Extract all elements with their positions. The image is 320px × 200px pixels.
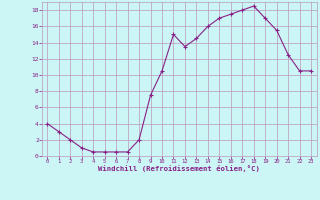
X-axis label: Windchill (Refroidissement éolien,°C): Windchill (Refroidissement éolien,°C): [98, 165, 260, 172]
